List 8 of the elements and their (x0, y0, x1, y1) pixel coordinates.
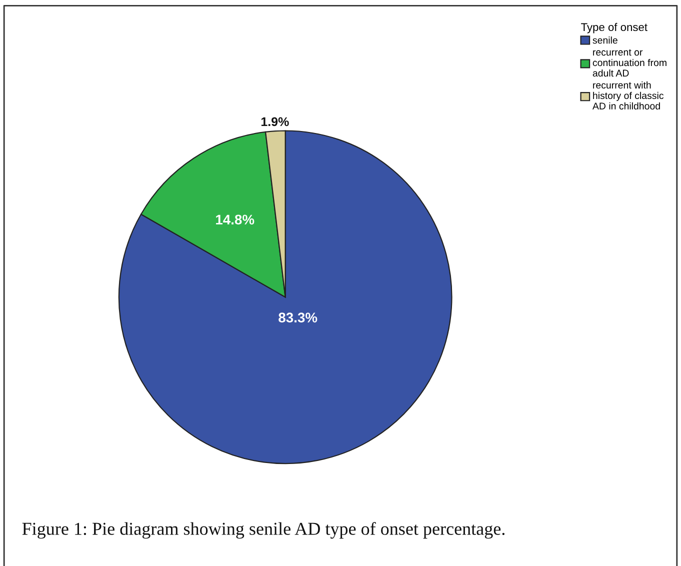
pie-slice (118, 130, 452, 464)
caption: Figure 1: Pie diagram showing senile AD type of onset percentage. (22, 522, 504, 539)
legend-label: recurrent with history of classic AD in childhood (592, 81, 664, 110)
legend-title: Type of onset (581, 22, 648, 34)
data-label: 83.3% (278, 312, 318, 322)
legend-label: senile (592, 36, 618, 44)
data-label: 14.8% (216, 214, 254, 225)
data-label: 1.9% (261, 117, 289, 126)
